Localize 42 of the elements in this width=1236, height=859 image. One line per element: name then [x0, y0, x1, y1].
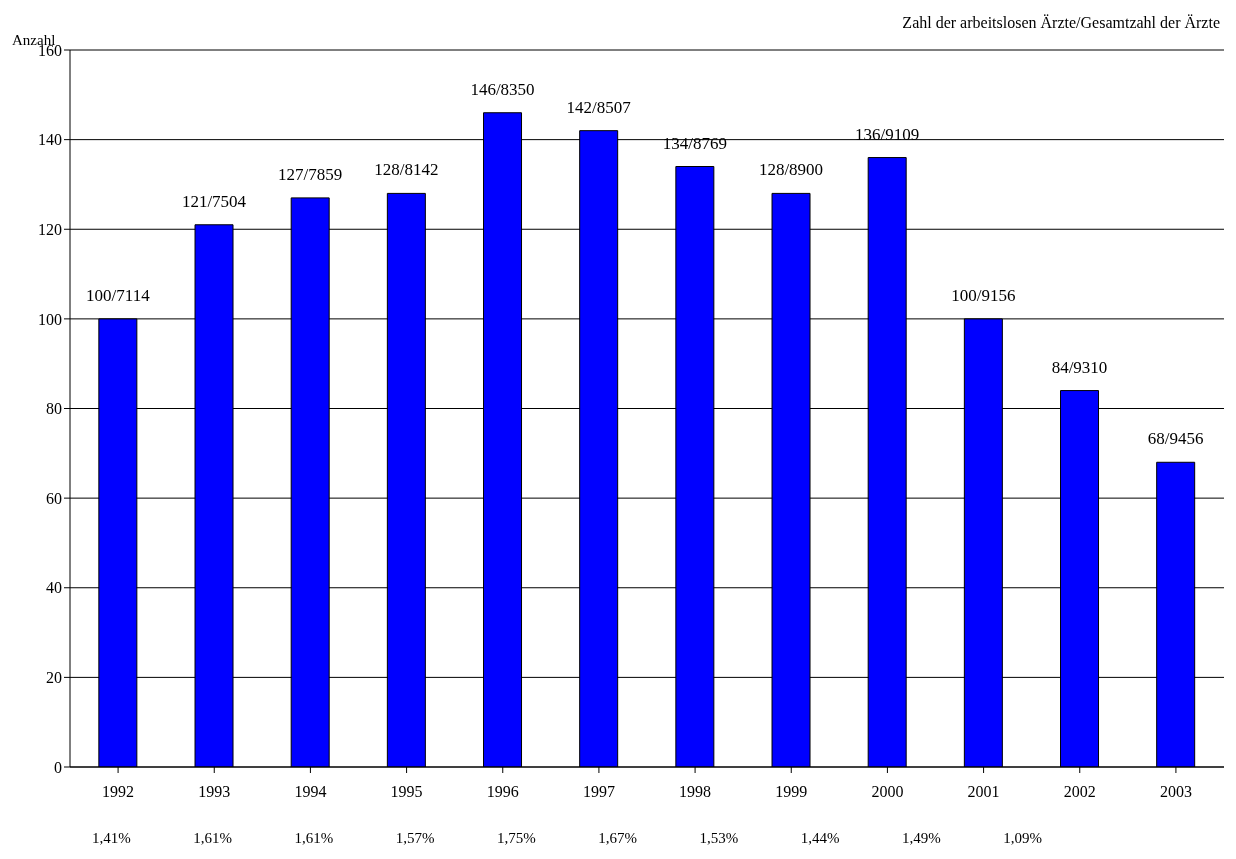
- data-label: 68/9456: [1147, 429, 1204, 449]
- text: 1,61%: [294, 830, 334, 847]
- text: 1,53%: [699, 830, 739, 847]
- text: 1,61%: [193, 830, 232, 847]
- x-tick-label: 1993: [198, 783, 231, 800]
- x-tick-label: 2001: [967, 783, 1000, 800]
- x-tick-label: 2002: [1063, 783, 1096, 800]
- x-tick-label: 2000: [871, 783, 904, 800]
- data-label: 136/9109: [855, 124, 920, 144]
- data-label: 128/8900: [758, 160, 824, 180]
- data-label: 142/8507: [566, 97, 632, 117]
- data-label: 121/7504: [181, 191, 247, 211]
- data-label: 84/9310: [1051, 357, 1108, 377]
- x-tick-label: 1996: [486, 783, 519, 800]
- y-tick-label: 20: [46, 669, 62, 687]
- y-tick-label: 80: [46, 400, 62, 418]
- y-tick-label: 60: [46, 489, 62, 507]
- x-tick-label: 1992: [102, 783, 135, 800]
- text: 1,44%: [800, 830, 840, 847]
- data-label: 100/9156: [951, 285, 1016, 305]
- text: 1,49%: [902, 830, 941, 847]
- x-tick-label: 1999: [775, 783, 808, 800]
- data-label: 128/8142: [374, 160, 439, 180]
- y-tick-label: 140: [38, 131, 62, 149]
- text: 1,57%: [395, 830, 435, 847]
- text: 1,67%: [598, 830, 637, 847]
- chart-subtitle: Zahl der arbeitslosen Ärzte/Gesamtzahl der Ärzte: [902, 14, 1220, 32]
- x-tick-label: 1998: [679, 783, 712, 800]
- y-tick-label: 40: [46, 579, 62, 597]
- text: 1,41%: [92, 830, 131, 847]
- data-label: 146/8350: [470, 79, 535, 99]
- data-label: 127/7859: [278, 164, 343, 184]
- text: 1,09%: [1003, 830, 1042, 847]
- y-tick-label: 100: [38, 310, 62, 328]
- x-tick-label: 1994: [294, 783, 327, 800]
- x-tick-label: 1997: [582, 783, 615, 800]
- data-label: 100/7114: [86, 285, 151, 305]
- x-tick-label: 2003: [1159, 783, 1192, 800]
- y-tick-label: 120: [38, 220, 62, 238]
- x-tick-label: 1995: [390, 783, 423, 800]
- y-tick-label: 0: [54, 758, 62, 776]
- text: 1,75%: [497, 830, 536, 847]
